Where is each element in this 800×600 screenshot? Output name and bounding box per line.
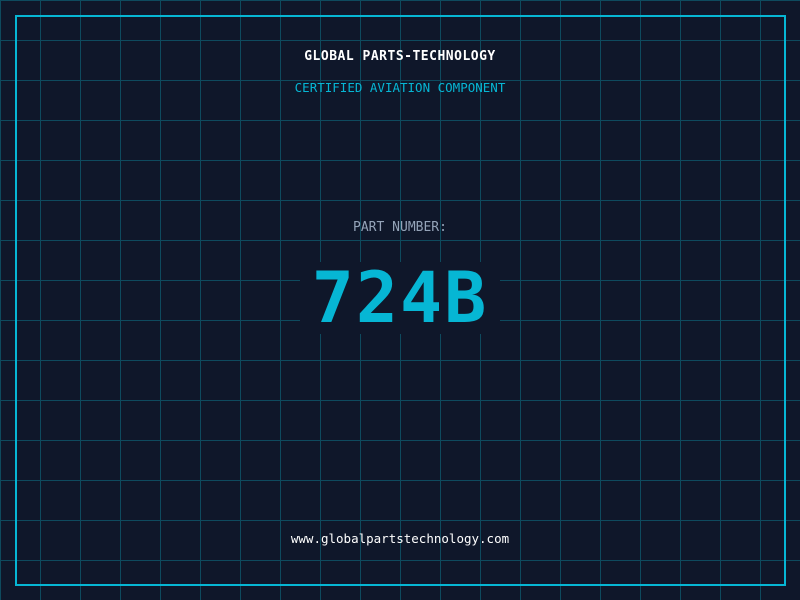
part-number-value: 724B: [311, 257, 489, 339]
part-number-backdrop: [300, 262, 500, 334]
part-number-label: PART NUMBER:: [353, 220, 447, 235]
border-frame: [15, 15, 786, 586]
certification-subtitle: CERTIFIED AVIATION COMPONENT: [294, 80, 506, 95]
company-title: GLOBAL PARTS-TECHNOLOGY: [304, 49, 496, 64]
website-url: www.globalpartstechnology.com: [290, 531, 510, 546]
